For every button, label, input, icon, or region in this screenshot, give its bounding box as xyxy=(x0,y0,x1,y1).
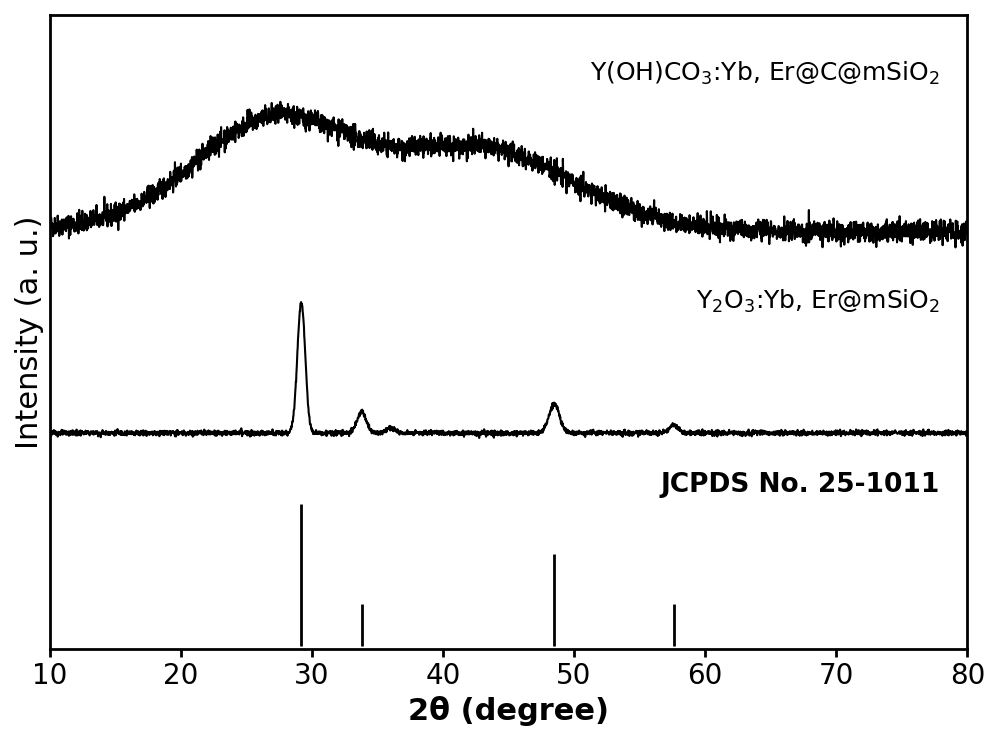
Text: JCPDS No. 25-1011: JCPDS No. 25-1011 xyxy=(660,472,940,498)
Text: Y$_2$O$_3$:Yb, Er@mSiO$_2$: Y$_2$O$_3$:Yb, Er@mSiO$_2$ xyxy=(696,288,940,315)
Y-axis label: Intensity (a. u.): Intensity (a. u.) xyxy=(15,216,44,449)
Text: Y(OH)CO$_3$:Yb, Er@C@mSiO$_2$: Y(OH)CO$_3$:Yb, Er@C@mSiO$_2$ xyxy=(590,59,940,87)
X-axis label: 2θ (degree): 2θ (degree) xyxy=(408,696,609,726)
